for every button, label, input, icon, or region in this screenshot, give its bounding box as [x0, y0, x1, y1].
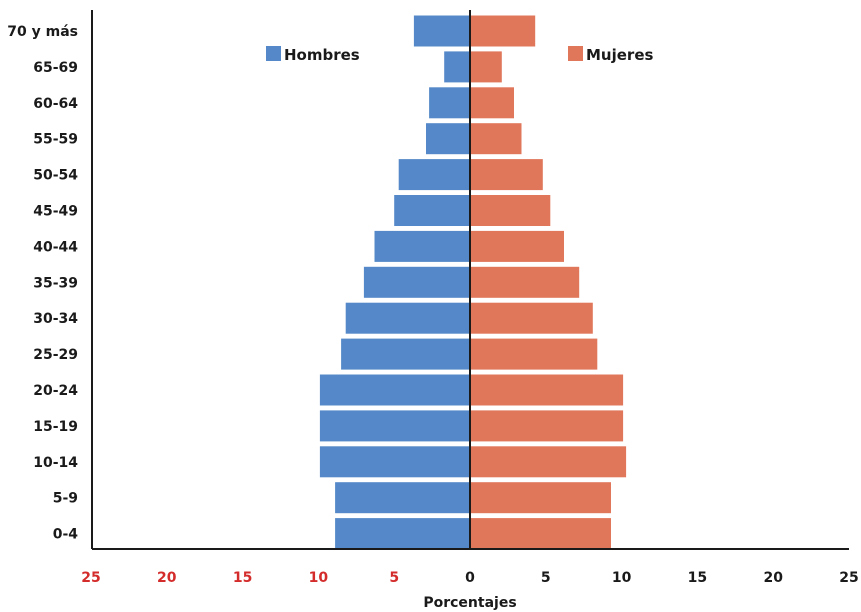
x-axis-title: Porcentajes	[423, 595, 516, 611]
bar-hombres-1	[444, 51, 470, 83]
axes-group	[91, 10, 849, 550]
x-tick-label-9: 20	[763, 570, 783, 586]
bar-hombres-5	[394, 195, 470, 226]
x-tick-label-6: 5	[541, 570, 551, 586]
bar-mujeres-5	[470, 195, 551, 226]
x-tick-label-7: 10	[612, 570, 632, 586]
category-label-13: 5-9	[53, 491, 78, 507]
x-tick-label-8: 15	[688, 570, 707, 586]
bar-mujeres-1	[470, 51, 502, 83]
bar-hombres-14	[335, 518, 470, 550]
category-label-11: 15-19	[33, 419, 78, 435]
bar-hombres-9	[341, 338, 470, 370]
x-tick-labels-group: 25 20 15 10 5 0 5 10 15 20 25	[81, 570, 858, 586]
bar-mujeres-13	[470, 482, 611, 514]
legend: Hombres Mujeres	[266, 46, 653, 64]
bar-mujeres-0	[470, 15, 536, 47]
category-label-1: 65-69	[33, 60, 78, 76]
category-label-5: 45-49	[33, 204, 78, 220]
bar-hombres-4	[398, 159, 470, 191]
x-tick-label-3: 10	[309, 570, 329, 586]
category-label-12: 10-14	[33, 455, 78, 471]
category-label-0: 70 y más	[7, 24, 78, 40]
bar-hombres-10	[319, 374, 470, 406]
bar-hombres-13	[335, 482, 470, 514]
bars-group	[319, 15, 627, 550]
bar-mujeres-9	[470, 338, 598, 370]
x-tick-label-5: 0	[465, 570, 475, 586]
x-tick-label-0: 25	[81, 570, 100, 586]
bar-hombres-2	[429, 87, 470, 119]
bar-mujeres-2	[470, 87, 514, 119]
category-label-7: 35-39	[33, 275, 78, 291]
bar-mujeres-8	[470, 302, 593, 334]
bar-hombres-7	[363, 266, 470, 298]
category-label-6: 40-44	[33, 239, 78, 255]
bar-mujeres-3	[470, 123, 522, 155]
x-tick-label-4: 5	[389, 570, 399, 586]
category-label-8: 30-34	[33, 311, 78, 327]
category-label-2: 60-64	[33, 96, 78, 112]
legend-swatch-hombres	[266, 46, 281, 61]
bar-mujeres-10	[470, 374, 624, 406]
legend-label-mujeres: Mujeres	[586, 46, 653, 64]
legend-swatch-mujeres	[568, 46, 583, 61]
category-labels-group: 70 y más 65-69 60-64 55-59 50-54 45-49 40-44 35…	[7, 24, 78, 543]
x-tick-label-10: 25	[839, 570, 858, 586]
category-label-4: 50-54	[33, 168, 78, 184]
bar-mujeres-7	[470, 266, 580, 298]
bar-hombres-6	[374, 230, 470, 262]
category-label-3: 55-59	[33, 132, 78, 148]
legend-label-hombres: Hombres	[284, 46, 360, 64]
bar-hombres-11	[319, 410, 470, 442]
bar-hombres-0	[413, 15, 470, 47]
bar-mujeres-14	[470, 518, 611, 550]
bar-mujeres-6	[470, 230, 564, 262]
bar-mujeres-11	[470, 410, 624, 442]
x-tick-label-2: 15	[233, 570, 252, 586]
bar-hombres-12	[319, 446, 470, 478]
bar-mujeres-12	[470, 446, 627, 478]
category-label-10: 20-24	[33, 383, 78, 399]
bar-hombres-3	[426, 123, 470, 155]
category-label-14: 0-4	[53, 527, 79, 543]
bar-mujeres-4	[470, 159, 543, 191]
bar-hombres-8	[345, 302, 470, 334]
category-label-9: 25-29	[33, 347, 78, 363]
x-tick-label-1: 20	[157, 570, 177, 586]
